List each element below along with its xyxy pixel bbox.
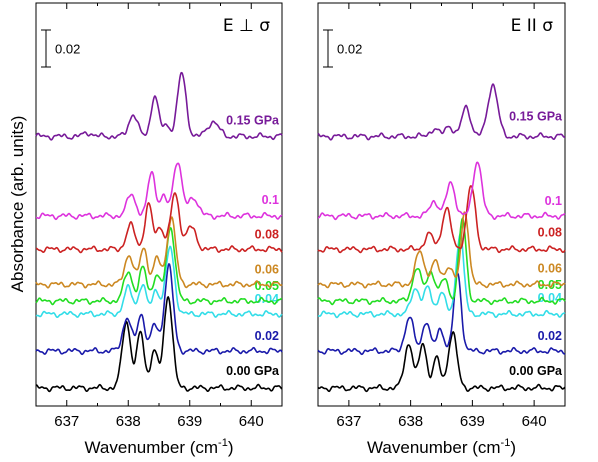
spectrum-line [35,227,283,306]
x-axis-label: Wavenumber (cm-1) [85,437,234,457]
series-label: 0.08 [255,227,279,241]
x-tick-label: 637 [54,413,79,430]
panel-title: E ⊥ σ [223,16,270,36]
series-label: 0.06 [538,261,562,275]
x-axis-label: Wavenumber (cm-1) [367,437,516,457]
y-axis-label: Absorbance (arb. units) [8,116,27,293]
spectrum-line [317,185,566,254]
series-label: 0.15 GPa [509,109,563,123]
scale-bar-label: 0.02 [337,42,362,57]
spectrum-line [35,71,283,141]
spectrum-line [35,296,283,393]
spectrum-line [35,216,283,289]
series-label: 0.06 [255,262,279,276]
x-tick-label: 638 [398,413,423,430]
series-label: 0.02 [538,329,562,343]
series-label: 0.00 GPa [509,364,563,378]
spectrum-line [35,162,283,221]
spectrum-line [317,83,566,141]
series-label: 0.1 [262,193,279,207]
x-tick-label: 640 [239,413,264,430]
series-label: 0.05 [538,278,562,292]
scale-bar-label: 0.02 [55,42,80,57]
series-label: 0.02 [255,329,279,343]
x-tick-label: 640 [522,413,547,430]
panel-parallel: 637 638 639 640 Wavenumber (cm-1) E II σ 0.02 0… [317,2,566,457]
series-label: 0.00 GPa [226,364,280,378]
spectrum-line [317,233,566,319]
series-label: 0.08 [538,225,562,239]
spectrum-line [317,211,566,289]
series-label: 0.1 [545,194,562,208]
spectrum-line [35,192,283,254]
spectrum-line [35,263,283,356]
spectrum-line [317,331,566,393]
x-tick-label: 637 [336,413,361,430]
spectrum-line [317,161,566,221]
series-label: 0.04 [538,291,562,305]
x-tick-label: 639 [177,413,202,430]
panel-perpendicular: 637 638 639 640 Wavenumber (cm-1) E ⊥ σ 0.02 0.… [35,2,283,457]
x-tick-label: 639 [460,413,485,430]
spectrum-line [317,217,566,306]
panel-title: E II σ [511,16,554,36]
plot-frame [317,2,566,407]
spectrum-line [35,245,283,318]
x-tick-label: 638 [116,413,141,430]
series-label: 0.15 GPa [226,113,280,127]
spectrum-line [317,272,566,356]
plot-frame [35,2,283,407]
